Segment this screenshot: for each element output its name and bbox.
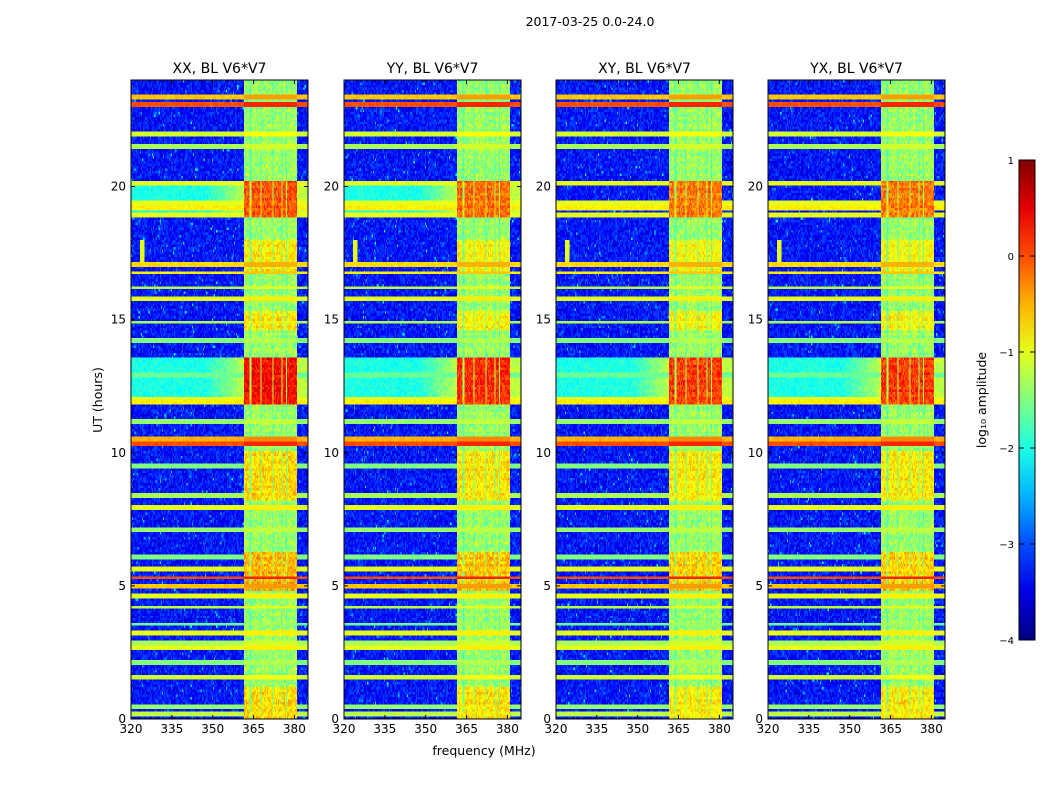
panel-title: XX, BL V6*V7 bbox=[173, 61, 267, 77]
x-tick-label: 350 bbox=[414, 722, 437, 736]
y-tick-label: 20 bbox=[111, 180, 126, 194]
x-tick-label: 320 bbox=[120, 722, 143, 736]
y-tick-label: 15 bbox=[324, 313, 339, 327]
colorbar-tick-label: 0 bbox=[1008, 252, 1014, 263]
y-tick-label: 20 bbox=[748, 180, 763, 194]
heatmap-image bbox=[768, 80, 945, 719]
x-tick-label: 380 bbox=[708, 722, 731, 736]
y-tick-label: 0 bbox=[755, 712, 763, 726]
x-tick-label: 335 bbox=[585, 722, 608, 736]
heatmap-image bbox=[556, 80, 733, 719]
y-tick-label: 15 bbox=[748, 313, 763, 327]
figure-suptitle: 2017-03-25 0.0-24.0 bbox=[526, 14, 655, 29]
y-tick-label: 20 bbox=[536, 180, 551, 194]
heatmap-image bbox=[344, 80, 521, 719]
x-tick-label: 350 bbox=[201, 722, 224, 736]
x-tick-label: 335 bbox=[160, 722, 183, 736]
x-tick-label: 350 bbox=[626, 722, 649, 736]
panel-frame bbox=[130, 79, 309, 720]
x-tick-label: 380 bbox=[920, 722, 943, 736]
y-tick-label: 10 bbox=[324, 446, 339, 460]
colorbar: 1 0 −1 −2 −3 −4 log₁₀ amplitude bbox=[974, 156, 1036, 647]
y-tick-label: 15 bbox=[111, 313, 126, 327]
y-tick-label: 10 bbox=[536, 446, 551, 460]
x-tick-label: 380 bbox=[283, 722, 306, 736]
x-tick-label: 365 bbox=[667, 722, 690, 736]
panel-yx: YX, BL V6*V7 320 335 350 365 380 0 5 10 15 20 bbox=[748, 61, 946, 736]
colorbar-tick-label: −2 bbox=[999, 444, 1014, 455]
x-tick-label: 320 bbox=[757, 722, 780, 736]
x-tick-label: 365 bbox=[242, 722, 265, 736]
y-tick-label: 5 bbox=[543, 579, 551, 593]
y-tick-label: 5 bbox=[118, 579, 126, 593]
y-axis-label: UT (hours) bbox=[90, 367, 105, 433]
x-tick-label: 320 bbox=[333, 722, 356, 736]
colorbar-ticks: 1 0 −1 −2 −3 −4 bbox=[999, 156, 1035, 647]
panel-xy: XY, BL V6*V7 320 335 350 365 380 0 5 10 15 20 bbox=[536, 61, 734, 736]
x-tick-label: 350 bbox=[838, 722, 861, 736]
y-tick-label: 5 bbox=[755, 579, 763, 593]
y-tick-label: 5 bbox=[331, 579, 339, 593]
x-tick-label: 365 bbox=[455, 722, 478, 736]
x-tick-label: 335 bbox=[373, 722, 396, 736]
colorbar-tick-label: −3 bbox=[999, 540, 1014, 551]
panel-frame bbox=[767, 79, 946, 720]
y-tick-label: 0 bbox=[543, 712, 551, 726]
y-tick-label: 10 bbox=[111, 446, 126, 460]
colorbar-gradient bbox=[1018, 159, 1036, 641]
heatmap-image bbox=[131, 80, 308, 719]
colorbar-tick-label: −4 bbox=[999, 636, 1014, 647]
panel-yy: YY, BL V6*V7 320 335 350 365 380 0 5 10 15 20 bbox=[324, 61, 522, 736]
y-tick-label: 0 bbox=[118, 712, 126, 726]
x-axis-label: frequency (MHz) bbox=[432, 743, 535, 758]
colorbar-label: log₁₀ amplitude bbox=[974, 352, 989, 449]
colorbar-tick-label: −1 bbox=[999, 348, 1014, 359]
panel-title: YY, BL V6*V7 bbox=[386, 61, 479, 77]
x-tick-label: 320 bbox=[545, 722, 568, 736]
y-tick-label: 20 bbox=[324, 180, 339, 194]
colorbar-tick-label: 1 bbox=[1008, 156, 1014, 167]
x-tick-label: 380 bbox=[496, 722, 519, 736]
y-tick-label: 15 bbox=[536, 313, 551, 327]
panel-frame bbox=[343, 79, 522, 720]
x-tick-label: 335 bbox=[797, 722, 820, 736]
y-tick-label: 10 bbox=[748, 446, 763, 460]
y-tick-label: 0 bbox=[331, 712, 339, 726]
panel-xx: XX, BL V6*V7 320 335 350 365 380 0 5 10 15 20 bbox=[111, 61, 309, 736]
x-tick-label: 365 bbox=[879, 722, 902, 736]
panel-title: XY, BL V6*V7 bbox=[598, 61, 691, 77]
panel-frame bbox=[555, 79, 734, 720]
panel-title: YX, BL V6*V7 bbox=[809, 61, 903, 77]
